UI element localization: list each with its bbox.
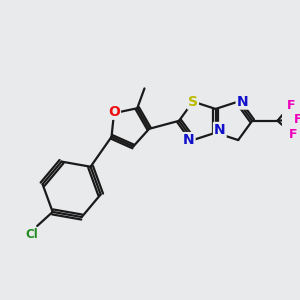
Text: N: N [183,133,195,147]
Text: Cl: Cl [25,229,38,242]
Text: F: F [294,112,300,125]
Text: F: F [286,99,295,112]
Text: S: S [188,94,198,109]
Text: O: O [108,105,120,119]
Text: F: F [289,128,297,140]
Text: N: N [237,94,248,109]
Text: N: N [214,123,226,137]
